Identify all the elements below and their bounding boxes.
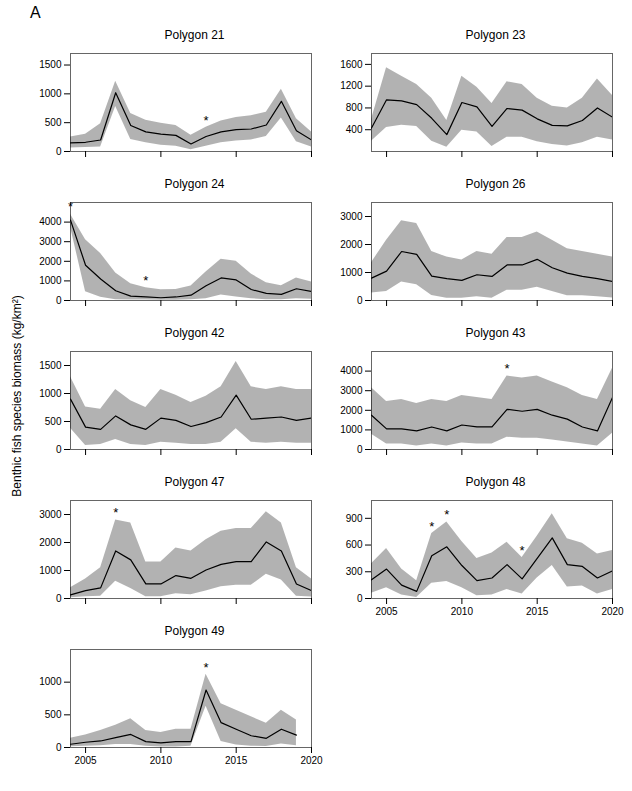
svg-text:1000: 1000	[340, 267, 363, 278]
svg-text:1000: 1000	[340, 424, 363, 435]
svg-text:2000: 2000	[340, 239, 363, 250]
svg-text:*: *	[204, 113, 209, 128]
svg-text:0: 0	[357, 593, 363, 604]
svg-text:2010: 2010	[150, 755, 173, 766]
svg-text:400: 400	[346, 124, 363, 135]
svg-text:0: 0	[56, 593, 62, 604]
svg-text:*: *	[204, 660, 209, 675]
svg-text:300: 300	[346, 566, 363, 577]
svg-text:0: 0	[56, 146, 62, 157]
svg-text:0: 0	[56, 295, 62, 306]
svg-text:0: 0	[56, 444, 62, 455]
svg-text:0: 0	[357, 295, 363, 306]
html-text:Polygon 23: Polygon 23	[465, 28, 526, 42]
svg-text:2000: 2000	[340, 405, 363, 416]
svg-text:2005: 2005	[74, 755, 97, 766]
svg-text:3000: 3000	[340, 211, 363, 222]
html-text:Polygon 47: Polygon 47	[164, 475, 225, 489]
svg-text:1000: 1000	[39, 88, 62, 99]
svg-text:2015: 2015	[225, 755, 248, 766]
html-text:Polygon 24: Polygon 24	[164, 177, 225, 191]
svg-text:500: 500	[45, 709, 62, 720]
svg-text:2015: 2015	[526, 606, 549, 617]
svg-text:*: *	[113, 505, 118, 520]
html-text:A: A	[30, 4, 41, 21]
html-text:Polygon 43: Polygon 43	[465, 326, 526, 340]
svg-text:500: 500	[45, 416, 62, 427]
svg-text:4000: 4000	[39, 216, 62, 227]
svg-text:2000: 2000	[39, 256, 62, 267]
svg-text:2010: 2010	[451, 606, 474, 617]
svg-text:1000: 1000	[39, 275, 62, 286]
svg-text:2000: 2000	[39, 537, 62, 548]
svg-text:0: 0	[357, 444, 363, 455]
svg-text:3000: 3000	[39, 236, 62, 247]
svg-text:*: *	[143, 273, 148, 288]
svg-text:1000: 1000	[39, 565, 62, 576]
html-text:Polygon 48: Polygon 48	[465, 475, 526, 489]
svg-text:2020: 2020	[300, 755, 323, 766]
svg-text:3000: 3000	[39, 509, 62, 520]
svg-text:*: *	[444, 507, 449, 522]
svg-text:4000: 4000	[340, 365, 363, 376]
html-text:Polygon 26: Polygon 26	[465, 177, 526, 191]
svg-text:1600: 1600	[340, 59, 363, 70]
html-text:Polygon 49: Polygon 49	[164, 624, 225, 638]
svg-text:900: 900	[346, 513, 363, 524]
svg-text:2005: 2005	[375, 606, 398, 617]
svg-text:*: *	[68, 199, 73, 214]
svg-text:*: *	[429, 519, 434, 534]
svg-text:0: 0	[56, 742, 62, 753]
svg-text:*: *	[520, 543, 525, 558]
svg-text:1000: 1000	[39, 676, 62, 687]
html-text:Benthic fish species biomass (: Benthic fish species biomass (kg/km²)	[10, 294, 24, 497]
svg-text:1500: 1500	[39, 59, 62, 70]
svg-text:2020: 2020	[601, 606, 624, 617]
svg-text:600: 600	[346, 539, 363, 550]
svg-text:1000: 1000	[39, 388, 62, 399]
html-text:Polygon 42: Polygon 42	[164, 326, 225, 340]
svg-text:1200: 1200	[340, 80, 363, 91]
svg-text:800: 800	[346, 102, 363, 113]
svg-text:1500: 1500	[39, 360, 62, 371]
html-text:Polygon 21: Polygon 21	[164, 28, 225, 42]
svg-text:3000: 3000	[340, 385, 363, 396]
svg-text:500: 500	[45, 117, 62, 128]
svg-text:*: *	[505, 361, 510, 376]
